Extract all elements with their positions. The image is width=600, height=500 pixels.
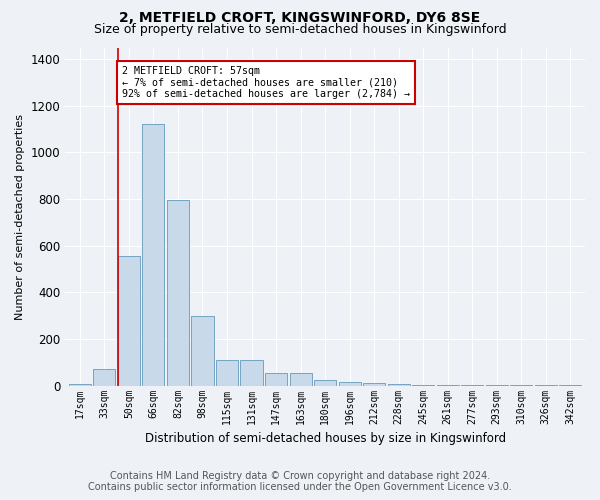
Bar <box>290 373 311 386</box>
Bar <box>314 380 336 386</box>
Bar <box>388 384 410 386</box>
Text: Size of property relative to semi-detached houses in Kingswinford: Size of property relative to semi-detach… <box>94 22 506 36</box>
Bar <box>412 385 434 386</box>
Y-axis label: Number of semi-detached properties: Number of semi-detached properties <box>15 114 25 320</box>
Text: 2, METFIELD CROFT, KINGSWINFORD, DY6 8SE: 2, METFIELD CROFT, KINGSWINFORD, DY6 8SE <box>119 11 481 25</box>
X-axis label: Distribution of semi-detached houses by size in Kingswinford: Distribution of semi-detached houses by … <box>145 432 506 445</box>
Text: 2 METFIELD CROFT: 57sqm
← 7% of semi-detached houses are smaller (210)
92% of se: 2 METFIELD CROFT: 57sqm ← 7% of semi-det… <box>122 66 410 100</box>
Bar <box>118 256 140 386</box>
Bar <box>191 316 214 386</box>
Bar <box>142 124 164 386</box>
Bar <box>363 384 385 386</box>
Bar <box>241 360 263 386</box>
Bar <box>265 373 287 386</box>
Bar <box>216 360 238 386</box>
Bar <box>69 384 91 386</box>
Bar <box>94 370 115 386</box>
Bar <box>338 382 361 386</box>
Bar <box>167 200 189 386</box>
Text: Contains HM Land Registry data © Crown copyright and database right 2024.
Contai: Contains HM Land Registry data © Crown c… <box>88 471 512 492</box>
